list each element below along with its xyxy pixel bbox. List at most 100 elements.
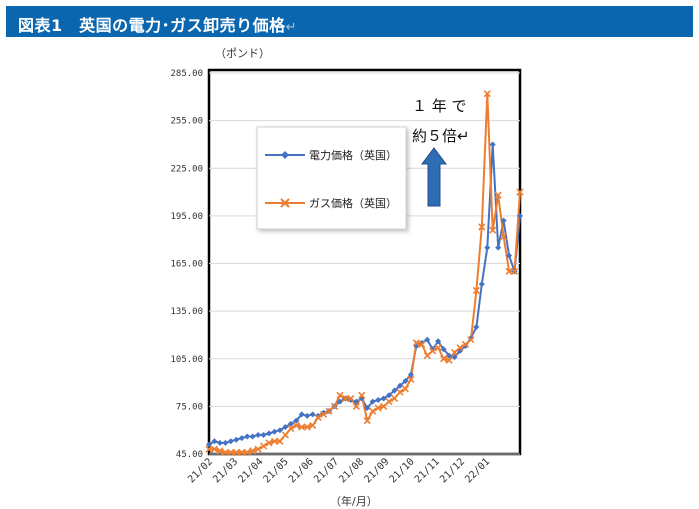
data-point-electricity xyxy=(233,436,240,443)
y-tick-label: 285.00 xyxy=(170,69,203,79)
data-point-gas xyxy=(510,267,519,276)
data-point-electricity xyxy=(500,217,507,224)
data-point-electricity xyxy=(227,438,234,445)
up-arrow-icon xyxy=(421,147,447,207)
data-point-gas xyxy=(330,402,339,410)
data-point-electricity xyxy=(418,339,425,346)
data-point-electricity xyxy=(347,397,354,404)
data-point-electricity xyxy=(489,141,496,148)
data-point-gas xyxy=(303,423,311,431)
data-point-gas xyxy=(243,448,251,456)
data-point-gas xyxy=(314,413,322,422)
data-point-gas xyxy=(434,344,442,352)
annotation-one-year: １ 年 で xyxy=(412,97,467,115)
data-point-electricity xyxy=(407,371,414,378)
data-point-gas xyxy=(396,388,404,396)
figure-title-text: 図表1 英国の電力･ガス卸売り価格 xyxy=(18,16,286,35)
x-tick-label: 21/02 xyxy=(186,456,215,485)
data-point-electricity xyxy=(375,397,382,404)
data-point-gas xyxy=(500,232,508,241)
data-point-gas xyxy=(461,340,470,349)
x-tick-label: 21/03 xyxy=(211,456,240,485)
data-point-electricity xyxy=(320,409,327,416)
data-point-electricity xyxy=(478,281,485,288)
data-point-gas xyxy=(347,394,355,403)
data-point-gas xyxy=(483,90,491,98)
x-tick-label: 21/08 xyxy=(337,456,366,485)
data-point-electricity xyxy=(244,433,251,440)
data-point-gas xyxy=(292,421,300,429)
data-point-gas xyxy=(221,448,229,456)
data-point-gas xyxy=(238,448,246,456)
data-point-electricity xyxy=(467,335,474,342)
data-point-gas xyxy=(227,448,235,456)
data-point-gas xyxy=(325,407,333,415)
data-point-electricity xyxy=(380,395,387,402)
data-point-electricity xyxy=(260,431,267,438)
data-point-gas xyxy=(478,223,486,231)
x-tick-label: 22/01 xyxy=(463,456,492,485)
header-bar: 図表1 英国の電力･ガス卸売り価格↵ xyxy=(6,6,693,37)
return-mark: ↵ xyxy=(285,20,298,35)
data-point-electricity xyxy=(386,392,393,399)
y-tick-label: 135.00 xyxy=(170,307,203,317)
data-point-electricity xyxy=(315,412,322,419)
data-point-electricity xyxy=(211,438,218,445)
data-point-gas xyxy=(249,447,257,455)
data-point-gas xyxy=(407,375,415,383)
data-point-gas xyxy=(265,439,273,447)
data-point-gas xyxy=(287,425,295,433)
data-point-gas xyxy=(320,410,328,418)
legend-marker-electricity xyxy=(281,151,289,159)
x-tick-label: 21/09 xyxy=(362,456,391,485)
data-point-electricity xyxy=(293,417,300,424)
data-point-electricity xyxy=(222,439,229,446)
data-point-electricity xyxy=(298,411,305,418)
data-point-gas xyxy=(363,417,371,425)
data-point-gas xyxy=(456,344,464,352)
data-point-electricity xyxy=(206,441,212,448)
data-point-electricity xyxy=(304,412,311,419)
data-point-gas xyxy=(232,448,240,456)
x-tick-label: 21/10 xyxy=(388,456,417,485)
data-point-gas xyxy=(358,391,366,399)
y-tick-label: 255.00 xyxy=(170,117,203,127)
data-point-electricity xyxy=(424,336,431,343)
x-tick-label: 21/12 xyxy=(438,456,467,485)
data-point-electricity xyxy=(287,420,294,427)
figure-title: 図表1 英国の電力･ガス卸売り価格↵ xyxy=(18,12,297,36)
data-point-gas xyxy=(418,340,426,349)
data-point-gas xyxy=(216,447,224,455)
data-point-gas xyxy=(352,402,360,410)
data-point-gas xyxy=(445,356,453,364)
data-point-gas xyxy=(440,355,448,363)
data-point-gas xyxy=(276,437,284,445)
data-point-gas xyxy=(298,423,306,431)
data-point-electricity xyxy=(391,387,398,394)
data-point-gas xyxy=(380,402,388,410)
x-tick-label: 21/05 xyxy=(262,456,291,485)
data-point-electricity xyxy=(440,346,447,353)
data-point-gas xyxy=(472,286,480,295)
data-point-gas xyxy=(374,404,382,412)
x-tick-label: 21/11 xyxy=(413,456,442,485)
data-point-gas xyxy=(210,445,219,453)
data-point-electricity xyxy=(276,427,283,434)
legend: 電力価格（英国） ガス価格（英国） xyxy=(256,126,407,230)
data-point-gas xyxy=(336,391,344,399)
data-point-electricity xyxy=(473,324,480,330)
y-tick-label: 75.00 xyxy=(176,402,203,412)
x-axis-ticks: 21/0221/0321/0421/0521/0621/0721/0821/09… xyxy=(186,456,492,485)
data-point-electricity xyxy=(484,244,491,251)
data-point-electricity xyxy=(336,398,343,405)
annotation-five-times: 約５倍↵ xyxy=(412,127,470,145)
data-point-gas xyxy=(505,267,513,276)
x-tick-label: 21/07 xyxy=(312,456,341,485)
data-point-gas xyxy=(494,191,502,199)
data-point-electricity xyxy=(435,338,442,345)
y-tick-label: 105.00 xyxy=(170,355,203,365)
y-tick-label: 165.00 xyxy=(170,260,203,270)
data-point-gas xyxy=(254,445,262,453)
data-point-gas xyxy=(401,385,409,393)
y-tick-label: 195.00 xyxy=(170,212,203,222)
